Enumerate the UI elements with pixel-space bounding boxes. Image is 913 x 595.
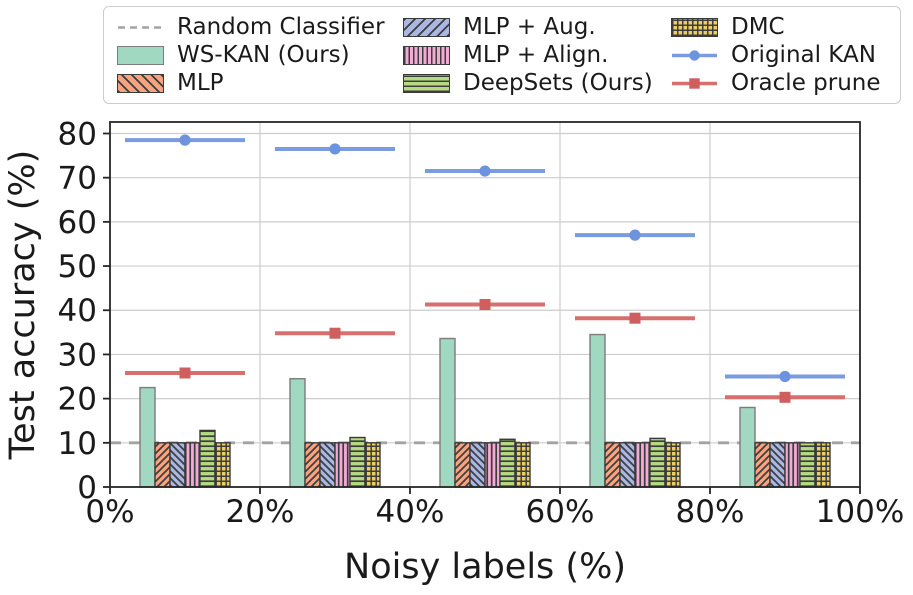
x-tick-label: 0%: [85, 494, 134, 530]
bar-deepsets: [649, 437, 666, 488]
errorline-original-kan: [275, 143, 395, 155]
legend: Random Classifier WS-KAN (Ours) MLP MLP + A…: [103, 6, 901, 104]
bar-mlp-aug: [769, 442, 786, 488]
legend-item-ws-kan-ours: WS-KAN (Ours): [117, 41, 403, 69]
bar-mlp: [304, 442, 321, 488]
x-tick-label: 80%: [676, 494, 745, 530]
x-axis-label: Noisy labels (%): [344, 547, 626, 587]
bar-mlp-align: [184, 442, 201, 488]
bar-deepsets: [349, 436, 366, 488]
bar-deepsets: [199, 429, 216, 488]
legend-swatch-bar-icon: [671, 17, 718, 37]
errorline-oracle-prune: [125, 367, 245, 379]
bar-deepsets: [499, 438, 516, 488]
legend-label: WS-KAN (Ours): [177, 41, 350, 68]
x-tick-label: 20%: [226, 494, 295, 530]
bar-mlp: [454, 442, 471, 488]
legend-label: MLP + Align.: [463, 41, 609, 68]
y-tick-label: 80: [58, 116, 97, 152]
bar-mlp-aug: [469, 442, 486, 488]
legend-item-dmc: DMC: [671, 13, 892, 41]
y-tick-label: 20: [58, 382, 97, 418]
errorline-original-kan: [425, 165, 545, 177]
y-tick-label: 30: [58, 337, 97, 373]
bar-mlp: [604, 442, 621, 488]
bar-mlp: [154, 442, 171, 488]
bar-mlp-align: [484, 442, 501, 488]
bar-deepsets: [799, 442, 816, 488]
legend-item-mlp-align: MLP + Align.: [403, 41, 671, 69]
legend-label: MLP + Aug.: [463, 13, 596, 40]
legend-swatch-bar-icon: [403, 17, 450, 37]
bar-ws-kan: [139, 386, 156, 488]
y-tick-label: 10: [58, 426, 97, 462]
y-tick-label: 60: [58, 205, 97, 241]
errorline-oracle-prune: [275, 327, 395, 339]
bar-ws-kan: [589, 333, 606, 488]
legend-label: Original KAN: [731, 41, 876, 68]
bar-mlp: [754, 442, 771, 488]
errorline-original-kan: [575, 229, 695, 241]
y-axis-label: Test accuracy (%): [3, 150, 43, 461]
errorline-original-kan: [125, 134, 245, 146]
errorline-oracle-prune: [575, 312, 695, 324]
y-tick-label: 70: [58, 161, 97, 197]
x-tick-label: 40%: [376, 494, 445, 530]
legend-swatch-dashed-line-icon: [118, 25, 163, 29]
bar-ws-kan: [439, 337, 456, 488]
errorline-original-kan: [725, 370, 845, 383]
legend-label: Oracle prune: [731, 69, 881, 96]
legend-item-deepsets-ours: DeepSets (Ours): [403, 69, 671, 97]
bar-dmc: [514, 442, 531, 488]
y-tick-label: 0: [77, 470, 97, 506]
legend-item-mlp-aug: MLP + Aug.: [403, 13, 671, 41]
bar-mlp-align: [784, 442, 801, 488]
bar-dmc: [814, 442, 831, 488]
legend-label: MLP: [177, 69, 224, 96]
bar-dmc: [214, 442, 231, 488]
errorline-oracle-prune: [425, 299, 545, 310]
bar-dmc: [664, 442, 681, 488]
legend-swatch-bar-icon: [403, 73, 450, 93]
bar-dmc: [364, 442, 381, 488]
bar-ws-kan: [289, 378, 306, 488]
errorline-oracle-prune: [725, 391, 845, 403]
legend-item-oracle-prune: Oracle prune: [671, 69, 892, 97]
bar-mlp-align: [334, 442, 351, 488]
bar-ws-kan: [739, 406, 756, 488]
x-tick-label: 60%: [526, 494, 595, 530]
legend-swatch-line-square-icon: [672, 77, 717, 89]
legend-label: DMC: [731, 13, 785, 40]
y-tick-label: 50: [58, 249, 97, 285]
bar-mlp-align: [634, 442, 651, 488]
legend-swatch-bar-icon: [117, 45, 164, 65]
legend-item-mlp: MLP: [117, 69, 403, 97]
bar-mlp-aug: [169, 442, 186, 488]
y-tick-label: 40: [58, 293, 97, 329]
legend-label: Random Classifier: [177, 13, 385, 40]
x-tick-label: 100%: [816, 494, 905, 530]
bar-mlp-aug: [319, 442, 336, 488]
legend-swatch-bar-icon: [403, 45, 450, 65]
legend-label: DeepSets (Ours): [463, 69, 653, 96]
legend-swatch-line-circle-icon: [672, 49, 717, 61]
legend-swatch-bar-icon: [117, 73, 164, 93]
legend-item-random-classifier: Random Classifier: [117, 13, 403, 41]
plot-border: [109, 121, 861, 488]
legend-item-original-kan: Original KAN: [671, 41, 892, 69]
bar-mlp-aug: [619, 442, 636, 488]
